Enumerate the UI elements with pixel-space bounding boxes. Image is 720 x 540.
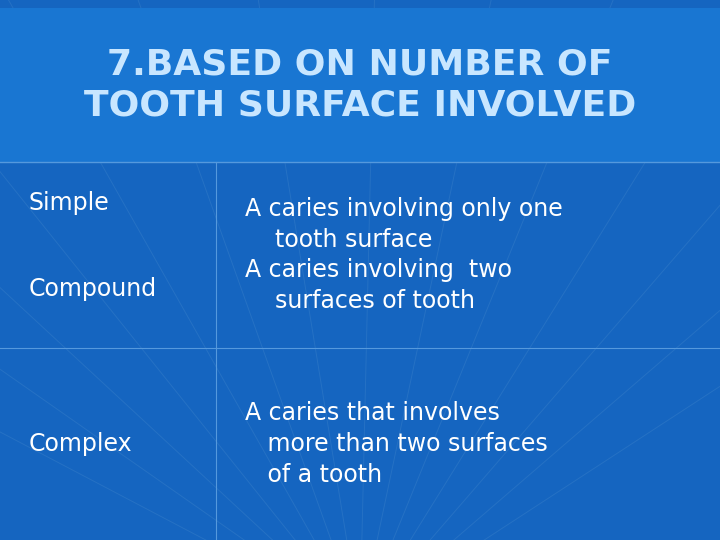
Text: Compound: Compound <box>29 276 157 301</box>
FancyBboxPatch shape <box>0 8 720 162</box>
Text: 7.BASED ON NUMBER OF
TOOTH SURFACE INVOLVED: 7.BASED ON NUMBER OF TOOTH SURFACE INVOL… <box>84 48 636 123</box>
Text: Complex: Complex <box>29 432 132 456</box>
Text: Simple: Simple <box>29 191 109 215</box>
Text: A caries involving only one
    tooth surface
A caries involving  two
    surfac: A caries involving only one tooth surfac… <box>245 197 562 313</box>
Text: A caries that involves
   more than two surfaces
   of a tooth: A caries that involves more than two sur… <box>245 402 547 487</box>
